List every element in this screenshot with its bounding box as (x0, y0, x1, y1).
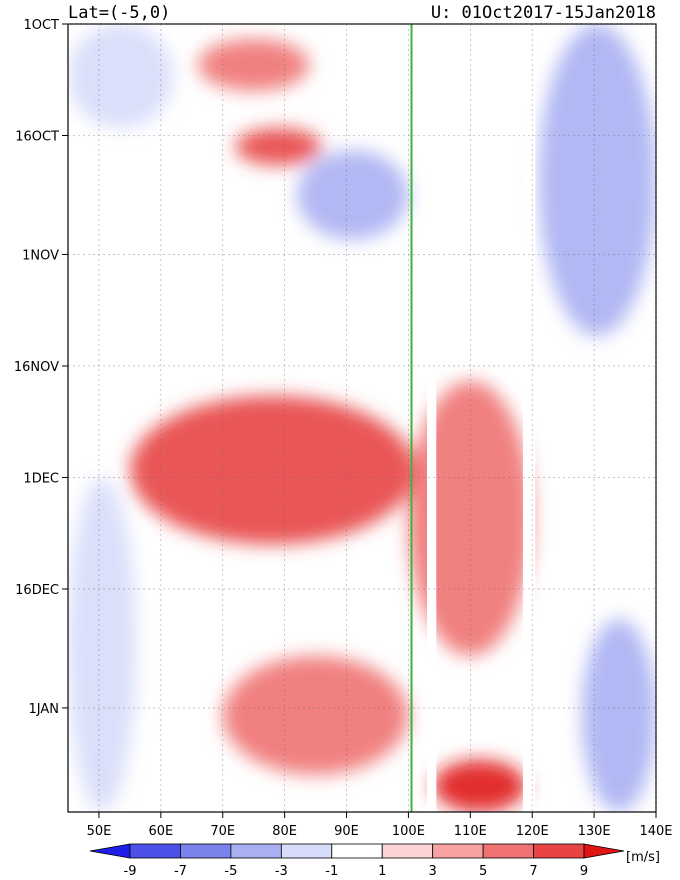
colorbar-unit: [m/s] (626, 850, 660, 865)
colorbar: -9 -7 -5 -3 -1 1 3 5 7 9 [m/s] (89, 843, 660, 879)
y-tick-label-4: 1DEC (23, 471, 59, 486)
x-axis: 50E 60E 70E 80E 90E 100E 110E 120E 130E 140E (87, 24, 673, 839)
x-tick-label-5: 100E (392, 824, 425, 839)
x-tick-label-0: 50E (87, 824, 112, 839)
plot-frame (67, 23, 657, 813)
y-tick-label-1: 16OCT (15, 130, 59, 145)
wind-feature-3 (197, 38, 310, 91)
colorbar-seg-3 (280, 843, 333, 859)
colorbar-seg-2 (230, 843, 282, 859)
colorbar-label-1: -7 (174, 864, 187, 879)
colorbar-label-5: 1 (378, 864, 386, 879)
colorbar-label-9: 9 (580, 864, 588, 879)
wind-feature-9 (538, 24, 656, 337)
title-right: U: 01Oct2017-15Jan2018 (431, 3, 656, 23)
x-tick-label-7: 120E (516, 824, 549, 839)
colorbar-seg-5 (381, 843, 434, 859)
colorbar-label-3: -3 (275, 864, 288, 879)
wind-feature-8 (297, 150, 409, 240)
colorbar-label-2: -5 (224, 864, 237, 879)
colorbar-seg-7 (482, 843, 534, 859)
colorbar-label-7: 5 (479, 864, 487, 879)
wind-feature-0 (129, 395, 415, 545)
colorbar-arrow-high (583, 843, 625, 859)
y-tick-label-5: 16DEC (15, 583, 59, 598)
colorbar-label-6: 3 (429, 864, 437, 879)
colorbar-arrow-low (89, 843, 131, 859)
x-tick-label-8: 130E (578, 824, 611, 839)
y-tick-label-2: 1NOV (22, 248, 59, 263)
y-tick-label-3: 16NOV (14, 360, 59, 375)
y-tick-label-6: 1JAN (29, 702, 60, 717)
wind-feature-2 (222, 655, 409, 775)
missing-band-0 (426, 24, 437, 812)
colorbar-seg-8 (533, 843, 585, 859)
y-tick-label-0: 1OCT (23, 18, 59, 33)
x-tick-label-1: 60E (148, 824, 173, 839)
x-tick-label-3: 80E (272, 824, 297, 839)
wind-feature-1 (408, 380, 533, 656)
y-axis: 1OCT 16OCT 1NOV 16NOV 1DEC 16DEC 1JAN (14, 18, 656, 717)
x-tick-label-9: 140E (639, 824, 672, 839)
colorbar-label-8: 7 (529, 864, 537, 879)
colorbar-seg-0 (129, 843, 181, 859)
wind-feature-5 (433, 759, 527, 812)
colorbar-label-4: -1 (325, 864, 338, 879)
title-left: Lat=(-5,0) (68, 3, 170, 23)
wind-feature-7 (68, 477, 137, 812)
wind-feature-10 (581, 618, 656, 812)
colorbar-seg-4 (331, 843, 383, 859)
colorbar-seg-1 (180, 843, 232, 859)
wind-feature-4 (235, 128, 322, 166)
x-tick-label-6: 110E (454, 824, 487, 839)
plot-area (68, 24, 656, 812)
wind-feature-6 (68, 24, 174, 129)
x-tick-label-4: 90E (334, 824, 359, 839)
x-tick-label-2: 70E (210, 824, 235, 839)
colorbar-seg-6 (432, 843, 484, 859)
missing-band-1 (522, 24, 536, 812)
wind-field (68, 24, 656, 812)
colorbar-label-0: -9 (124, 864, 137, 879)
